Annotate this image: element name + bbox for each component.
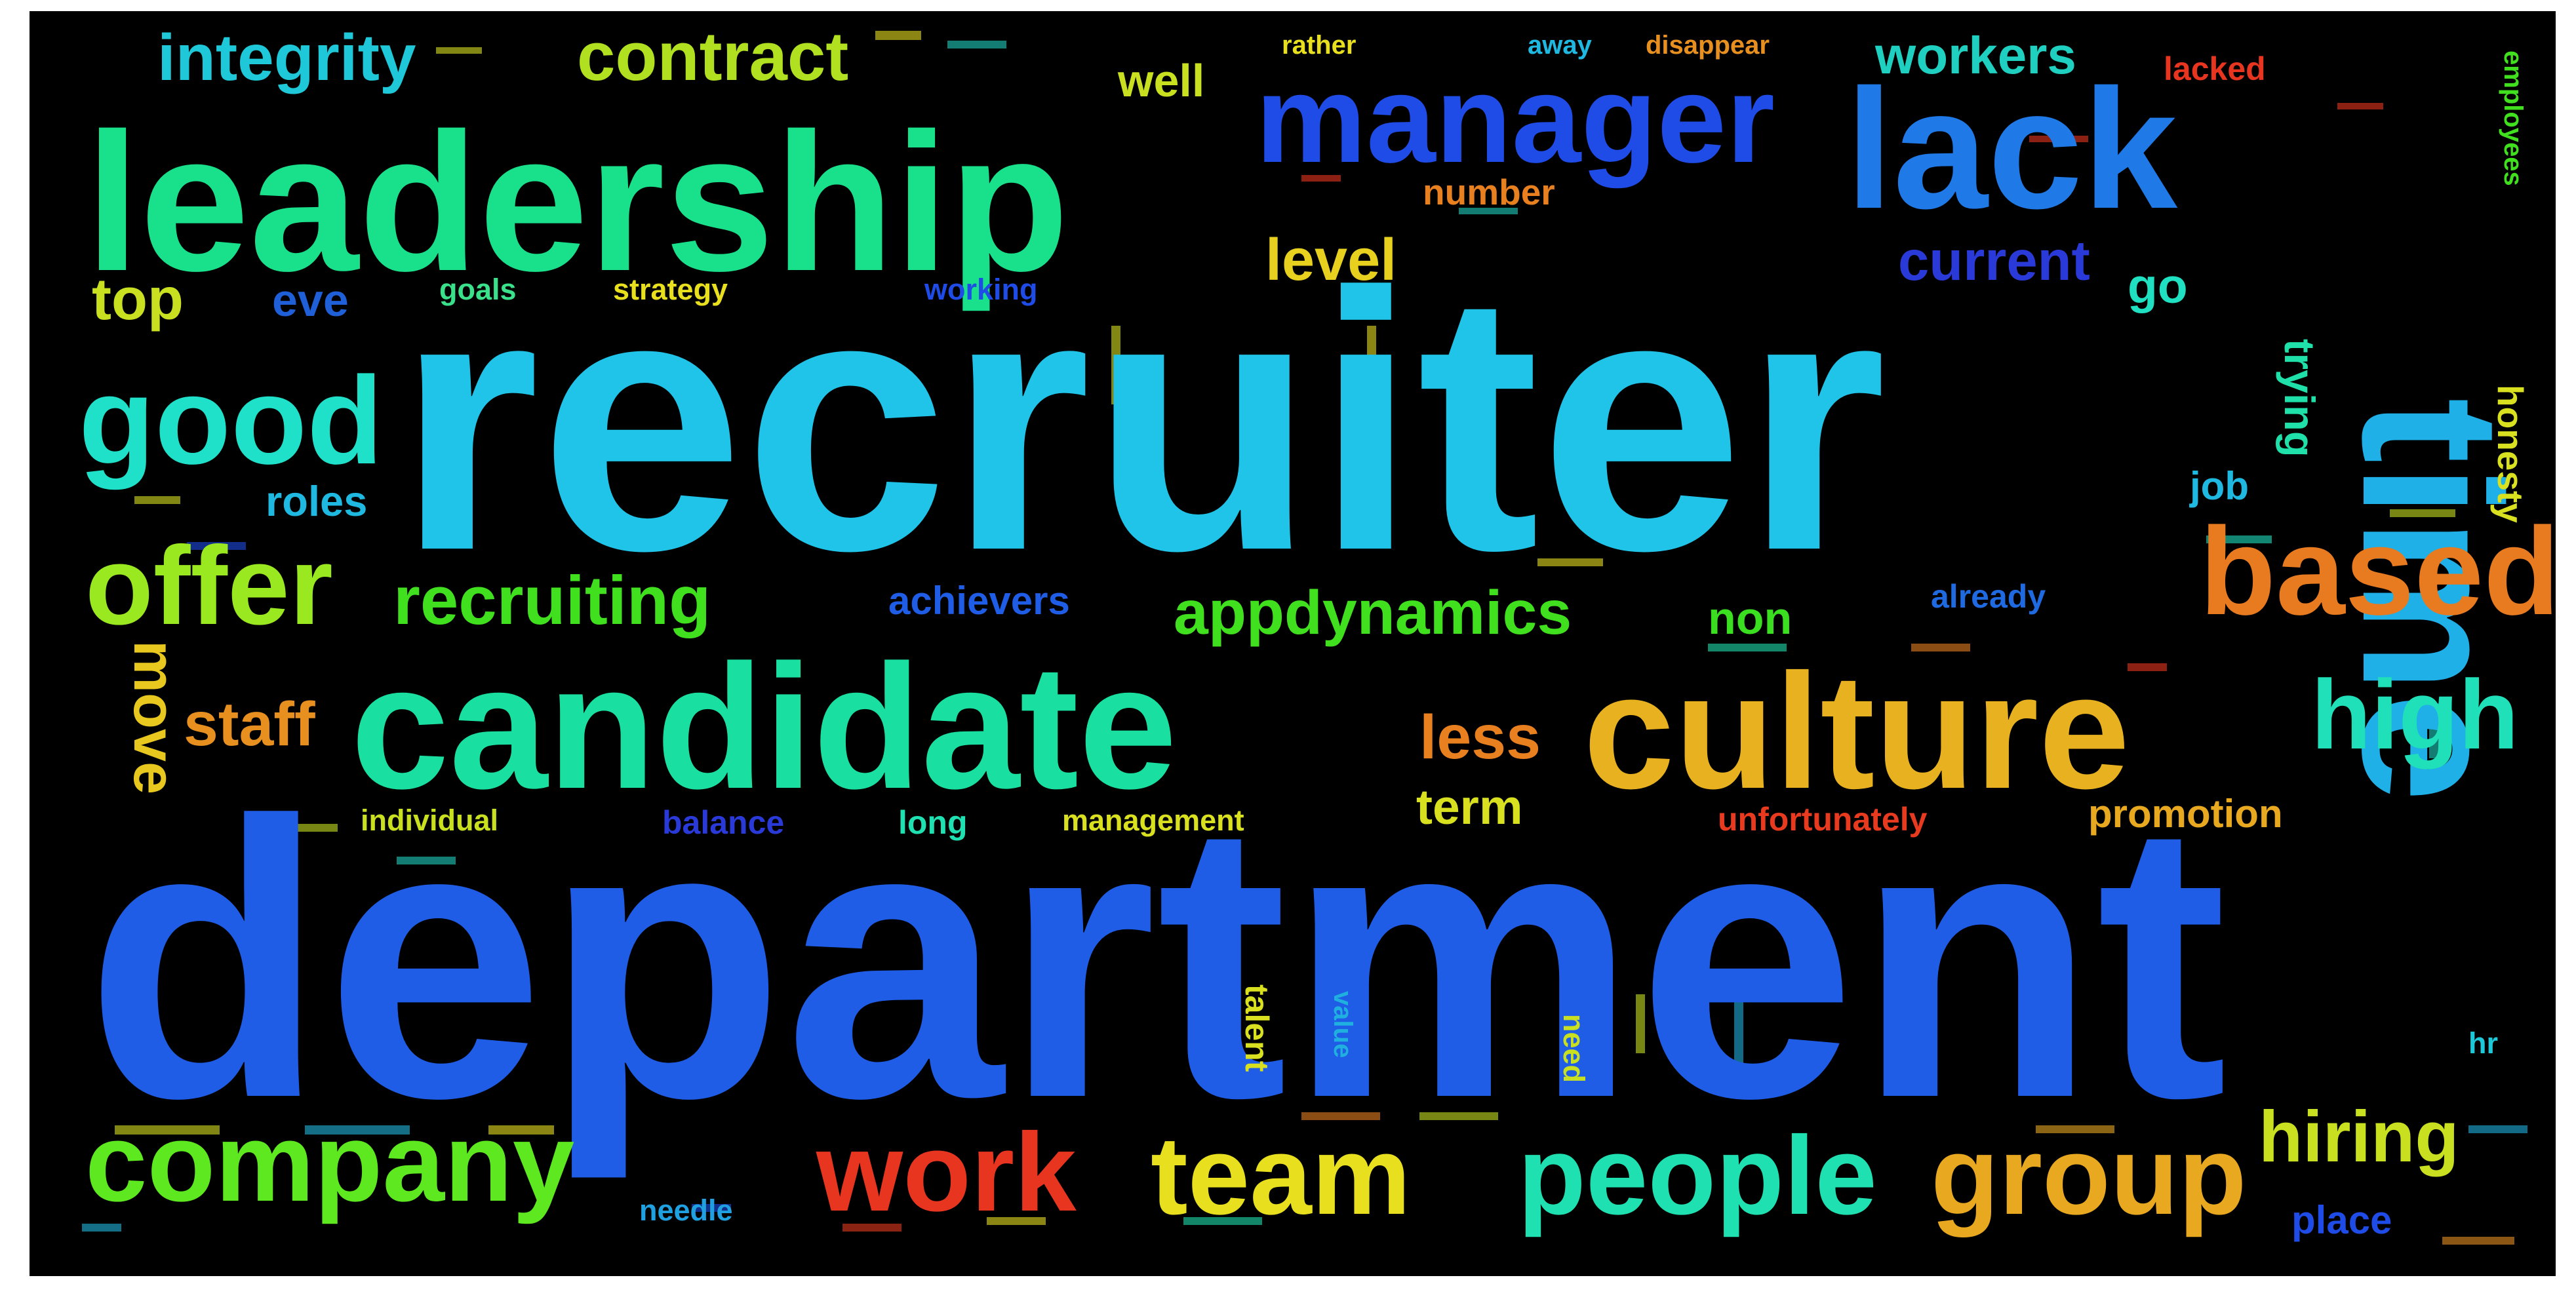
word-leadership: leadership (85, 92, 1069, 313)
word-high: high (2311, 659, 2519, 769)
word-based: based (2200, 502, 2556, 641)
word-needle: needle (639, 1194, 733, 1227)
word-contract: contract (577, 18, 848, 95)
word-place: place (2291, 1198, 2392, 1242)
word-lacked: lacked (2164, 50, 2266, 87)
word-lack: lack (1846, 54, 2179, 244)
word-long: long (898, 804, 968, 841)
word-candidate: candidate (351, 629, 1177, 826)
word-disappear: disappear (1646, 31, 1770, 60)
word-work: work (816, 1110, 1077, 1235)
word-non: non (1708, 592, 1792, 644)
word-trying: trying (2276, 339, 2324, 457)
filler-words (82, 31, 2527, 1245)
word-department: department (85, 741, 2227, 1182)
word-achievers: achievers (888, 579, 1070, 623)
word-people: people (1518, 1114, 1877, 1238)
word-unfortunately: unfortunately (1718, 801, 1928, 838)
word-company: company (85, 1100, 574, 1225)
word-eve: eve (272, 275, 349, 326)
word-group: group (1931, 1114, 2247, 1238)
word-term: term (1416, 779, 1523, 834)
word-individual: individual (361, 804, 498, 837)
word-level: level (1265, 227, 1397, 293)
word-hr: hr (2468, 1026, 2498, 1060)
word-integrity: integrity (157, 21, 416, 94)
word-management: management (1062, 804, 1244, 837)
word-workers: workers (1874, 26, 2076, 85)
word-manager: manager (1256, 50, 1775, 189)
word-cloud-canvas: recruiter department leadership candidate cu… (79, 18, 2556, 1245)
word-culture: culture (1583, 640, 2130, 823)
word-time: time (2322, 398, 2542, 802)
word-strategy: strategy (613, 273, 728, 306)
word-cloud: recruiter department leadership candidate cu… (30, 11, 2556, 1276)
word-staff: staff (184, 689, 315, 759)
word-job: job (2189, 464, 2249, 508)
word-well: well (1117, 55, 1204, 106)
word-rather: rather (1282, 31, 1356, 60)
word-less: less (1419, 703, 1541, 772)
word-team: team (1151, 1114, 1411, 1238)
word-honesty: honesty (2490, 385, 2531, 523)
word-number: number (1423, 172, 1555, 212)
word-current: current (1898, 230, 2090, 292)
word-working: working (924, 273, 1038, 306)
word-balance: balance (662, 804, 784, 841)
word-away: away (1528, 31, 1593, 60)
word-recruiting: recruiting (393, 562, 711, 639)
word-need: need (1557, 1014, 1591, 1083)
word-top: top (92, 267, 184, 332)
word-recruiter: recruiter (397, 216, 1886, 627)
word-talent: talent (1238, 984, 1275, 1072)
word-roles: roles (266, 477, 367, 525)
word-good: good (79, 351, 383, 490)
word-move: move (121, 640, 187, 794)
word-promotion: promotion (2088, 792, 2283, 836)
word-goals: goals (439, 273, 517, 306)
word-already: already (1931, 578, 2046, 615)
word-hiring: hiring (2259, 1097, 2459, 1177)
word-value: value (1328, 991, 1357, 1058)
word-employees: employees (2499, 50, 2527, 186)
word-appdynamics: appdynamics (1174, 578, 1572, 648)
word-go: go (2128, 258, 2188, 313)
word-offer: offer (85, 524, 333, 648)
